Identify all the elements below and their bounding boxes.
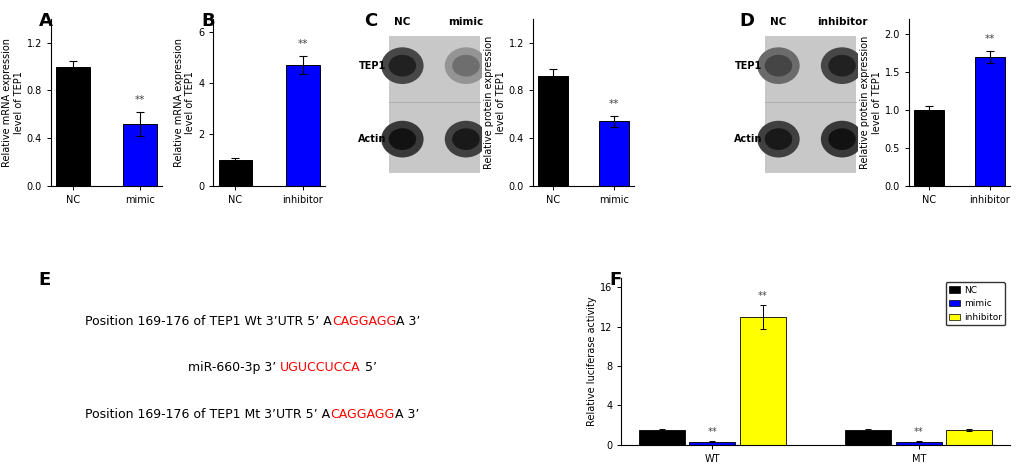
Text: **: ** [298, 39, 308, 50]
Text: CAGGAGG: CAGGAGG [331, 315, 395, 328]
Text: C: C [364, 12, 377, 30]
Ellipse shape [388, 55, 416, 77]
Y-axis label: Relative mRNA expression
level of TEP1: Relative mRNA expression level of TEP1 [173, 38, 196, 167]
Ellipse shape [381, 121, 423, 158]
FancyBboxPatch shape [388, 35, 479, 173]
Text: **: ** [608, 99, 619, 109]
Ellipse shape [827, 55, 855, 77]
Text: Position 169-176 of TEP1 Wt 3’UTR 5’ A: Position 169-176 of TEP1 Wt 3’UTR 5’ A [86, 315, 331, 328]
Text: D: D [739, 12, 754, 30]
Ellipse shape [444, 121, 487, 158]
Bar [946, 430, 991, 445]
Ellipse shape [820, 47, 862, 84]
Bar [638, 430, 684, 445]
Text: **: ** [757, 291, 767, 301]
Text: A 3’: A 3’ [395, 315, 420, 328]
Ellipse shape [820, 121, 862, 158]
Bar [895, 442, 941, 445]
Text: B: B [201, 12, 215, 30]
Text: NC: NC [769, 18, 786, 27]
Text: mimic: mimic [448, 18, 483, 27]
Text: A 3’: A 3’ [394, 408, 419, 421]
Ellipse shape [388, 128, 416, 150]
Ellipse shape [756, 121, 799, 158]
Text: **: ** [707, 428, 716, 438]
Bar [845, 430, 891, 445]
Text: Actin: Actin [734, 134, 762, 144]
Bar [56, 67, 90, 186]
Text: Position 169-176 of TEP1 Mt 3’UTR 5’ A: Position 169-176 of TEP1 Mt 3’UTR 5’ A [86, 408, 330, 421]
Bar [218, 160, 252, 186]
Bar [285, 65, 319, 186]
Text: miR-660-3p 3’: miR-660-3p 3’ [187, 361, 280, 374]
Text: **: ** [983, 34, 995, 44]
Ellipse shape [381, 47, 423, 84]
FancyBboxPatch shape [764, 35, 855, 173]
Text: NC: NC [393, 18, 411, 27]
Text: F: F [608, 271, 621, 289]
Y-axis label: Relative luciferase activity: Relative luciferase activity [587, 297, 596, 426]
Bar [739, 317, 785, 445]
Ellipse shape [764, 55, 792, 77]
Ellipse shape [451, 55, 479, 77]
Text: E: E [39, 271, 51, 289]
Bar [913, 110, 944, 186]
Ellipse shape [764, 128, 792, 150]
Ellipse shape [444, 47, 487, 84]
Legend: NC, mimic, inhibitor: NC, mimic, inhibitor [945, 282, 1005, 325]
Y-axis label: Relative protein expression
level of TEP1: Relative protein expression level of TEP… [484, 35, 505, 169]
Text: **: ** [913, 428, 923, 438]
Text: TEP1: TEP1 [359, 61, 386, 70]
Bar [537, 76, 568, 186]
Y-axis label: Relative mRNA expression
level of TEP1: Relative mRNA expression level of TEP1 [2, 38, 23, 167]
Text: CAGGAGG: CAGGAGG [330, 408, 394, 421]
Text: 5’: 5’ [361, 361, 376, 374]
Ellipse shape [827, 128, 855, 150]
Ellipse shape [451, 128, 479, 150]
Text: UGUCCUCCA: UGUCCUCCA [280, 361, 361, 374]
Bar [123, 124, 157, 186]
Bar [689, 442, 735, 445]
Text: inhibitor: inhibitor [816, 18, 866, 27]
Ellipse shape [756, 47, 799, 84]
Bar [598, 122, 629, 186]
Text: **: ** [135, 95, 146, 105]
Text: TEP1: TEP1 [735, 61, 762, 70]
Bar [974, 57, 1005, 186]
Y-axis label: Relative protein expression
level of TEP1: Relative protein expression level of TEP… [859, 35, 881, 169]
Text: Actin: Actin [358, 134, 386, 144]
Text: A: A [39, 12, 53, 30]
